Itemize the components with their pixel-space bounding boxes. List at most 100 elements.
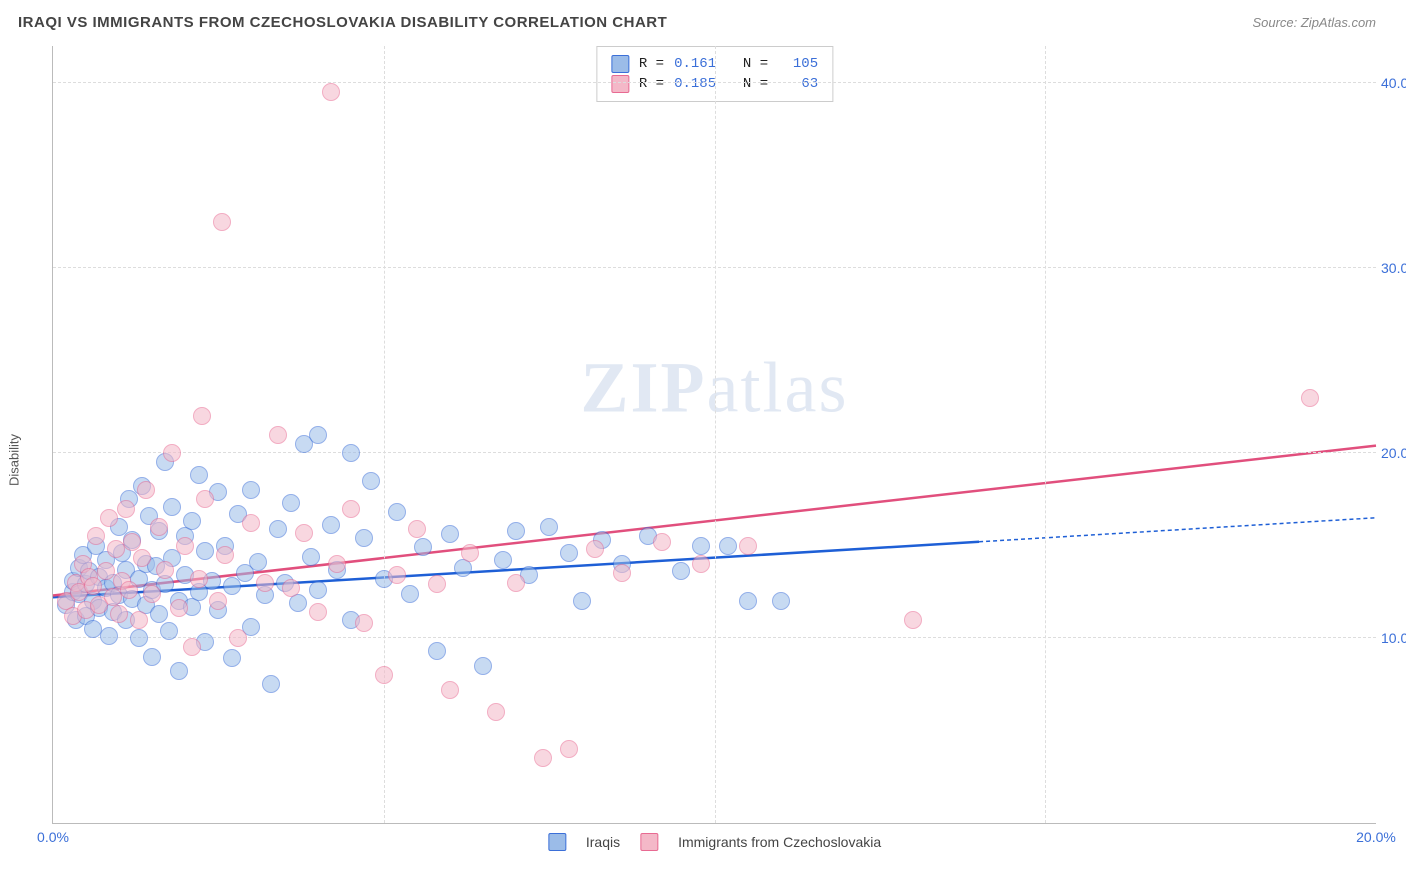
scatter-point	[375, 666, 393, 684]
scatter-point	[342, 500, 360, 518]
chart-title: IRAQI VS IMMIGRANTS FROM CZECHOSLOVAKIA …	[18, 14, 667, 31]
scatter-point	[84, 577, 102, 595]
scatter-point	[282, 579, 300, 597]
scatter-point	[117, 500, 135, 518]
scatter-point	[1301, 389, 1319, 407]
legend-swatch	[611, 75, 629, 93]
scatter-point	[507, 522, 525, 540]
scatter-point	[355, 614, 373, 632]
series-legend: Iraqis Immigrants from Czechoslovakia	[548, 833, 881, 851]
scatter-point	[692, 555, 710, 573]
scatter-point	[295, 524, 313, 542]
scatter-point	[322, 83, 340, 101]
scatter-point	[87, 527, 105, 545]
scatter-point	[242, 481, 260, 499]
scatter-point	[653, 533, 671, 551]
scatter-point	[190, 570, 208, 588]
scatter-point	[494, 551, 512, 569]
scatter-point	[242, 514, 260, 532]
scatter-point	[772, 592, 790, 610]
scatter-point	[328, 555, 346, 573]
scatter-point	[269, 520, 287, 538]
scatter-point	[560, 544, 578, 562]
gridline-v	[1045, 46, 1046, 823]
scatter-point	[190, 466, 208, 484]
scatter-point	[143, 648, 161, 666]
legend-swatch	[548, 833, 566, 851]
scatter-point	[110, 605, 128, 623]
legend-swatch	[640, 833, 658, 851]
scatter-point	[213, 213, 231, 231]
legend-swatch	[611, 55, 629, 73]
scatter-point	[414, 538, 432, 556]
scatter-point	[560, 740, 578, 758]
scatter-point	[209, 592, 227, 610]
scatter-point	[156, 561, 174, 579]
scatter-point	[130, 611, 148, 629]
scatter-point	[84, 620, 102, 638]
scatter-point	[586, 540, 604, 558]
y-tick-label: 10.0%	[1381, 630, 1406, 646]
scatter-point	[461, 544, 479, 562]
scatter-point	[229, 629, 247, 647]
legend-label: Immigrants from Czechoslovakia	[678, 834, 881, 850]
scatter-point	[362, 472, 380, 490]
scatter-point	[196, 542, 214, 560]
scatter-point	[123, 533, 141, 551]
scatter-point	[342, 444, 360, 462]
scatter-point	[692, 537, 710, 555]
scatter-point	[150, 605, 168, 623]
scatter-point	[282, 494, 300, 512]
scatter-point	[388, 566, 406, 584]
scatter-point	[719, 537, 737, 555]
scatter-point	[739, 592, 757, 610]
scatter-point	[540, 518, 558, 536]
scatter-point	[256, 574, 274, 592]
scatter-point	[120, 581, 138, 599]
scatter-point	[428, 575, 446, 593]
scatter-point	[163, 498, 181, 516]
scatter-point	[143, 585, 161, 603]
scatter-point	[262, 675, 280, 693]
scatter-point	[170, 662, 188, 680]
x-tick-label: 0.0%	[37, 829, 69, 845]
scatter-point	[309, 603, 327, 621]
scatter-point	[573, 592, 591, 610]
scatter-point	[355, 529, 373, 547]
scatter-point	[388, 503, 406, 521]
scatter-point	[183, 512, 201, 530]
scatter-point	[309, 426, 327, 444]
y-axis-label: Disability	[7, 434, 22, 486]
scatter-point	[408, 520, 426, 538]
x-tick-label: 20.0%	[1356, 829, 1396, 845]
scatter-point	[150, 518, 168, 536]
scatter-point	[193, 407, 211, 425]
scatter-point	[428, 642, 446, 660]
scatter-point	[302, 548, 320, 566]
scatter-point	[474, 657, 492, 675]
scatter-point	[107, 540, 125, 558]
scatter-point	[196, 490, 214, 508]
scatter-point	[672, 562, 690, 580]
scatter-point	[133, 549, 151, 567]
scatter-point	[441, 525, 459, 543]
legend-label: Iraqis	[586, 834, 620, 850]
scatter-point	[613, 564, 631, 582]
scatter-point	[309, 581, 327, 599]
scatter-point	[269, 426, 287, 444]
y-tick-label: 20.0%	[1381, 445, 1406, 461]
scatter-point	[104, 588, 122, 606]
scatter-point	[130, 629, 148, 647]
scatter-point	[487, 703, 505, 721]
scatter-point	[176, 537, 194, 555]
scatter-point	[100, 627, 118, 645]
scatter-point	[216, 546, 234, 564]
scatter-point	[401, 585, 419, 603]
gridline-v	[384, 46, 385, 823]
y-tick-label: 40.0%	[1381, 75, 1406, 91]
scatter-point	[249, 553, 267, 571]
scatter-point	[223, 649, 241, 667]
scatter-point	[183, 638, 201, 656]
scatter-point	[163, 444, 181, 462]
gridline-v	[715, 46, 716, 823]
